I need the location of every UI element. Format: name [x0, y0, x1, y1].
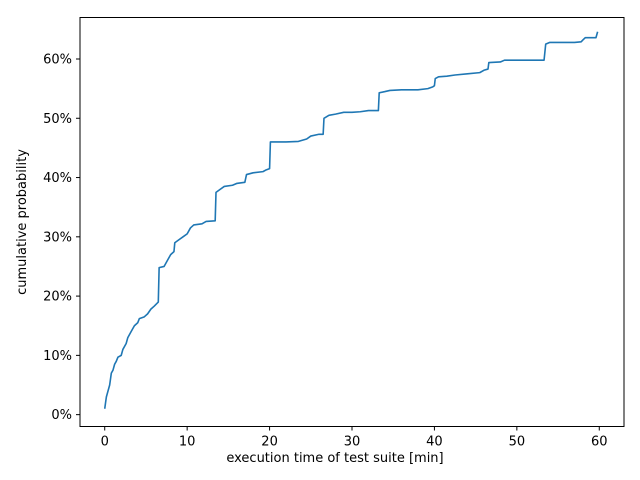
x-axis-label: execution time of test suite [min]: [226, 451, 443, 466]
x-ticks: 0 10 20 30 40 50 60: [101, 426, 608, 450]
x-tick-label: 0: [101, 435, 109, 450]
plot-area: [80, 17, 624, 427]
y-axis-label: cumulative probability: [15, 149, 30, 295]
y-ticks: 0% 10% 20% 30% 40% 50% 60%: [43, 52, 80, 423]
x-tick-label: 10: [179, 435, 196, 450]
x-tick-label: 40: [426, 435, 443, 450]
y-tick-label: 60%: [43, 52, 72, 67]
x-tick-label: 30: [344, 435, 361, 450]
x-tick-label: 60: [591, 435, 608, 450]
y-tick-label: 50%: [43, 112, 72, 127]
series-layer: [103, 31, 599, 409]
x-tick-label: 50: [509, 435, 526, 450]
x-tick-label: 20: [261, 435, 278, 450]
series-line-0: [103, 31, 599, 409]
y-tick-label: 20%: [43, 290, 72, 305]
y-tick-label: 0%: [51, 408, 72, 423]
y-tick-label: 10%: [43, 349, 72, 364]
y-tick-label: 30%: [43, 230, 72, 245]
y-tick-label: 40%: [43, 171, 72, 186]
